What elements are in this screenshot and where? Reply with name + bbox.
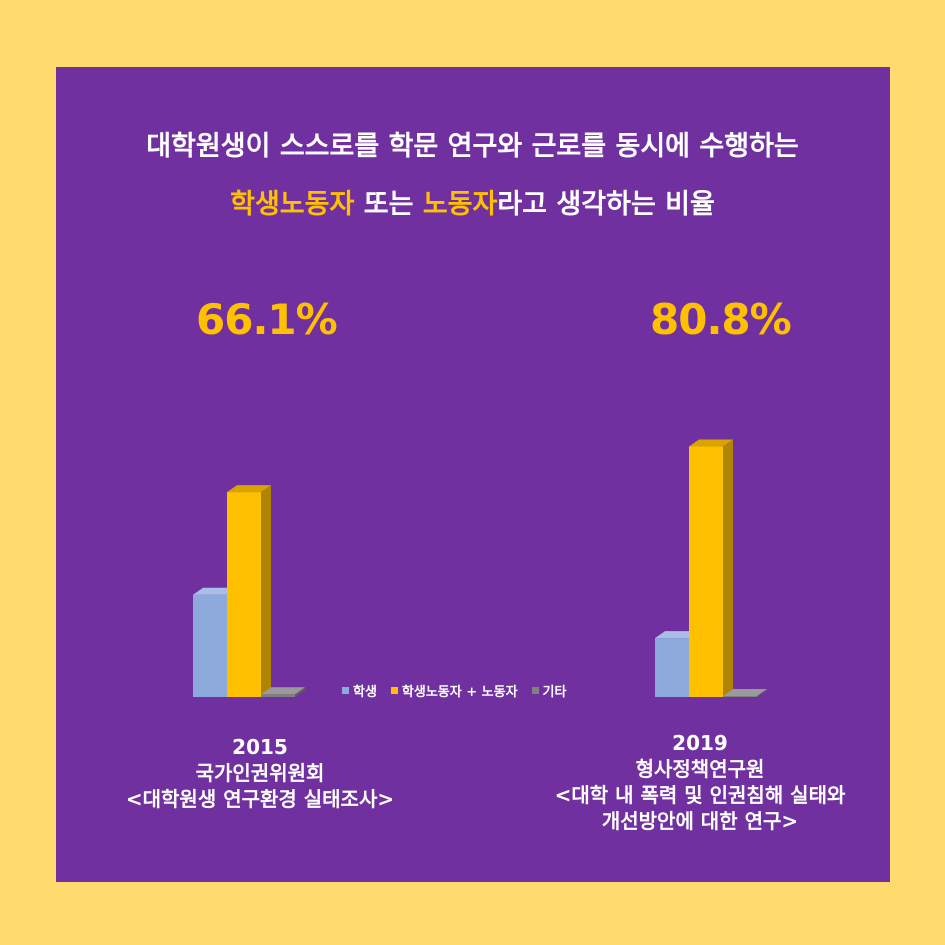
caption-source-2019: 형사정책연구원 xyxy=(635,757,765,781)
bar-2015-other-side xyxy=(295,687,305,697)
bar-2019-student-top xyxy=(655,631,699,639)
bar-2015-worker-top xyxy=(227,485,271,493)
bar-2015-student xyxy=(193,594,227,697)
title-highlight-student-worker: 학생노동자 xyxy=(230,189,355,220)
legend-label-worker: 학생노동자 + 노동자 xyxy=(401,685,518,700)
caption-year-2019: 2019 xyxy=(672,731,728,755)
caption-source-2015: 국가인권위원회 xyxy=(195,761,325,785)
bar-2015-other xyxy=(261,694,295,697)
bar-2019-other-side xyxy=(757,689,767,697)
caption-study-2015: <대학원생 연구환경 실태조사> xyxy=(125,787,395,811)
legend-item-other: 기타 xyxy=(531,681,567,700)
title-line-1: 대학원생이 스스로를 학문 연구와 근로를 동시에 수행하는 xyxy=(146,131,799,162)
caption-2015: 2015 국가인권위원회 <대학원생 연구환경 실태조사> xyxy=(60,734,460,812)
legend-label-other: 기타 xyxy=(542,685,567,700)
legend-swatch-other xyxy=(531,687,539,694)
legend-swatch-worker xyxy=(390,687,398,694)
legend-swatch-student xyxy=(342,687,349,694)
bar-2015-student-top xyxy=(193,587,237,595)
bar-2019-worker xyxy=(689,446,723,697)
bar-2019-worker-top xyxy=(689,439,733,447)
infographic-panel xyxy=(56,67,890,882)
chart-legend: 학생 학생노동자 + 노동자 기타 xyxy=(342,681,580,700)
caption-2019: 2019 형사정책연구원 <대학 내 폭력 및 인권침해 실태와 개선방안에 대… xyxy=(500,730,900,834)
title-line-2: 학생노동자 또는 노동자라고 생각하는 비율 xyxy=(0,182,945,221)
bar-2019-worker-side xyxy=(723,439,733,697)
caption-study-2019-line2: 개선방안에 대한 연구> xyxy=(601,809,799,833)
legend-item-worker: 학생노동자 + 노동자 xyxy=(390,681,518,700)
caption-study-2019-line1: <대학 내 폭력 및 인권침해 실태와 xyxy=(554,783,846,807)
legend-label-student: 학생 xyxy=(353,685,377,700)
title-suffix: 라고 생각하는 비율 xyxy=(497,189,715,220)
legend-item-student: 학생 xyxy=(342,681,377,700)
title-connector: 또는 xyxy=(354,189,423,220)
highlight-percent-2019: 80.8% xyxy=(650,295,792,344)
bar-2015-worker xyxy=(227,492,261,697)
bar-2015-other-top xyxy=(261,687,305,695)
bar-2019-other-top xyxy=(723,689,767,696)
caption-year-2015: 2015 xyxy=(232,735,288,759)
highlight-percent-2015: 66.1% xyxy=(196,295,338,344)
title-highlight-worker: 노동자 xyxy=(422,189,498,220)
bar-2015-worker-side xyxy=(261,485,271,697)
bar-2019-other xyxy=(723,696,757,697)
bar-2019-student xyxy=(655,638,689,697)
